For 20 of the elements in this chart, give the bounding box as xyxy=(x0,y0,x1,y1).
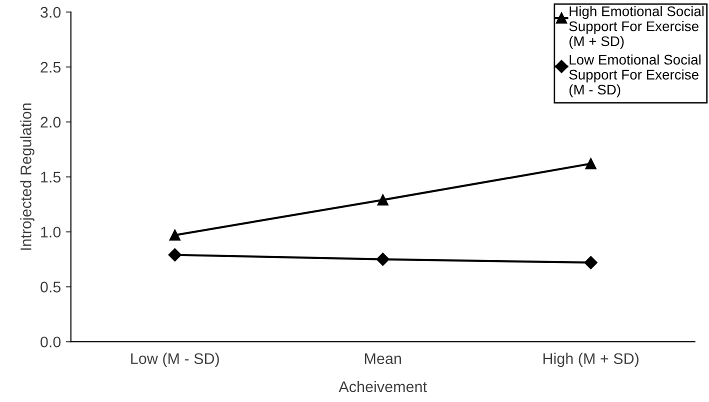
point xyxy=(376,252,390,266)
point xyxy=(169,230,180,241)
x-axis-title: Acheivement xyxy=(338,380,427,392)
y-axis-title: Introjected Regulation xyxy=(20,104,34,250)
legend-label: Low Emotional Social Support For Exercise (M - SD) xyxy=(569,54,700,98)
y-tick-label: 0.5 xyxy=(40,282,61,292)
y-tick-label: 2.5 xyxy=(40,62,61,73)
point xyxy=(585,158,596,170)
point xyxy=(584,256,598,270)
x-tick-label: High (M + SD) xyxy=(543,352,638,368)
y-tick-label: 2.0 xyxy=(40,116,61,128)
y-tick-label: 1.5 xyxy=(41,172,61,183)
legend-label: High Emotional Social Support For Exercise (M + SD) xyxy=(569,6,704,49)
point xyxy=(377,194,388,206)
y-tick-label: 3.0 xyxy=(40,6,61,18)
y-tick-label: 1.0 xyxy=(41,226,61,238)
x-tick-label: Low (M - SD) xyxy=(131,352,219,368)
x-tick-label: Mean xyxy=(365,353,401,364)
point xyxy=(168,248,182,262)
y-tick-label: 0.0 xyxy=(40,336,61,348)
